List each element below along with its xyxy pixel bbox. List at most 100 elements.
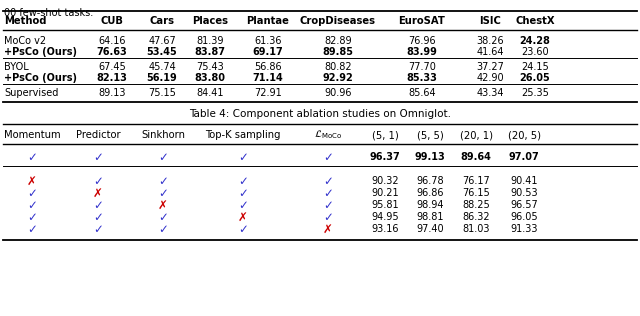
Text: 96.05: 96.05	[510, 212, 538, 222]
Text: 37.27: 37.27	[476, 62, 504, 72]
Text: MoCo v2: MoCo v2	[4, 36, 46, 46]
Text: 00 few-shot tasks.: 00 few-shot tasks.	[4, 8, 93, 18]
Text: ✓: ✓	[238, 174, 248, 187]
Text: 95.81: 95.81	[371, 200, 399, 210]
Text: 89.13: 89.13	[99, 88, 125, 98]
Text: 85.64: 85.64	[408, 88, 436, 98]
Text: 92.92: 92.92	[323, 73, 353, 83]
Text: 81.03: 81.03	[462, 224, 490, 234]
Text: 97.40: 97.40	[416, 224, 444, 234]
Text: ISIC: ISIC	[479, 16, 501, 26]
Text: ✓: ✓	[93, 222, 103, 235]
Text: 96.57: 96.57	[510, 200, 538, 210]
Text: ✓: ✓	[93, 150, 103, 163]
Text: 96.78: 96.78	[416, 176, 444, 186]
Text: 97.07: 97.07	[509, 152, 540, 162]
Text: 64.16: 64.16	[99, 36, 125, 46]
Text: 90.32: 90.32	[371, 176, 399, 186]
Text: 77.70: 77.70	[408, 62, 436, 72]
Text: 90.41: 90.41	[510, 176, 538, 186]
Text: Top-K sampling: Top-K sampling	[205, 130, 281, 140]
Text: 41.64: 41.64	[476, 47, 504, 57]
Text: Cars: Cars	[150, 16, 175, 26]
Text: CUB: CUB	[100, 16, 124, 26]
Text: 76.17: 76.17	[462, 176, 490, 186]
Text: 76.15: 76.15	[462, 188, 490, 198]
Text: 76.96: 76.96	[408, 36, 436, 46]
Text: Method: Method	[4, 16, 47, 26]
Text: +PsCo (Ours): +PsCo (Ours)	[4, 73, 77, 83]
Text: 88.25: 88.25	[462, 200, 490, 210]
Text: 53.45: 53.45	[147, 47, 177, 57]
Text: 24.15: 24.15	[521, 62, 549, 72]
Text: ChestX: ChestX	[515, 16, 555, 26]
Text: ✓: ✓	[158, 150, 168, 163]
Text: 42.90: 42.90	[476, 73, 504, 83]
Text: 24.28: 24.28	[520, 36, 550, 46]
Text: 91.33: 91.33	[510, 224, 538, 234]
Text: 45.74: 45.74	[148, 62, 176, 72]
Text: ✓: ✓	[27, 222, 37, 235]
Text: 75.15: 75.15	[148, 88, 176, 98]
Text: ✓: ✓	[93, 198, 103, 211]
Text: 94.95: 94.95	[371, 212, 399, 222]
Text: $\mathcal{L}_{\mathrm{MoCo}}$: $\mathcal{L}_{\mathrm{MoCo}}$	[314, 129, 342, 141]
Text: ✓: ✓	[27, 198, 37, 211]
Text: ✓: ✓	[323, 174, 333, 187]
Text: 69.17: 69.17	[253, 47, 284, 57]
Text: ✓: ✓	[158, 210, 168, 223]
Text: Plantae: Plantae	[246, 16, 289, 26]
Text: ✓: ✓	[238, 198, 248, 211]
Text: ✓: ✓	[158, 222, 168, 235]
Text: ✓: ✓	[27, 186, 37, 199]
Text: 82.89: 82.89	[324, 36, 352, 46]
Text: (5, 5): (5, 5)	[417, 130, 444, 140]
Text: 98.81: 98.81	[416, 212, 444, 222]
Text: ✗: ✗	[238, 210, 248, 223]
Text: 75.43: 75.43	[196, 62, 224, 72]
Text: 83.80: 83.80	[195, 73, 225, 83]
Text: 72.91: 72.91	[254, 88, 282, 98]
Text: 89.64: 89.64	[461, 152, 492, 162]
Text: ✗: ✗	[27, 174, 37, 187]
Text: 56.19: 56.19	[147, 73, 177, 83]
Text: 25.35: 25.35	[521, 88, 549, 98]
Text: ✗: ✗	[158, 198, 168, 211]
Text: (5, 1): (5, 1)	[372, 130, 398, 140]
Text: BYOL: BYOL	[4, 62, 29, 72]
Text: CropDiseases: CropDiseases	[300, 16, 376, 26]
Text: ✓: ✓	[93, 174, 103, 187]
Text: 26.05: 26.05	[520, 73, 550, 83]
Text: EuroSAT: EuroSAT	[399, 16, 445, 26]
Text: 93.16: 93.16	[371, 224, 399, 234]
Text: 71.14: 71.14	[253, 73, 284, 83]
Text: 83.87: 83.87	[195, 47, 225, 57]
Text: Table 4: Component ablation studies on Omniglot.: Table 4: Component ablation studies on O…	[189, 109, 451, 119]
Text: ✓: ✓	[323, 198, 333, 211]
Text: 38.26: 38.26	[476, 36, 504, 46]
Text: 61.36: 61.36	[254, 36, 282, 46]
Text: 86.32: 86.32	[462, 212, 490, 222]
Text: Supervised: Supervised	[4, 88, 58, 98]
Text: 82.13: 82.13	[97, 73, 127, 83]
Text: ✓: ✓	[158, 186, 168, 199]
Text: 47.67: 47.67	[148, 36, 176, 46]
Text: 67.45: 67.45	[98, 62, 126, 72]
Text: ✓: ✓	[93, 210, 103, 223]
Text: 96.86: 96.86	[416, 188, 444, 198]
Text: 81.39: 81.39	[196, 36, 224, 46]
Text: ✗: ✗	[323, 222, 333, 235]
Text: ✓: ✓	[27, 210, 37, 223]
Text: ✓: ✓	[158, 174, 168, 187]
Text: 96.37: 96.37	[370, 152, 401, 162]
Text: (20, 5): (20, 5)	[508, 130, 541, 140]
Text: 89.85: 89.85	[323, 47, 353, 57]
Text: ✓: ✓	[323, 150, 333, 163]
Text: ✓: ✓	[27, 150, 37, 163]
Text: ✓: ✓	[238, 222, 248, 235]
Text: 90.96: 90.96	[324, 88, 352, 98]
Text: ✗: ✗	[93, 186, 103, 199]
Text: 83.99: 83.99	[406, 47, 437, 57]
Text: Sinkhorn: Sinkhorn	[141, 130, 185, 140]
Text: ✓: ✓	[238, 186, 248, 199]
